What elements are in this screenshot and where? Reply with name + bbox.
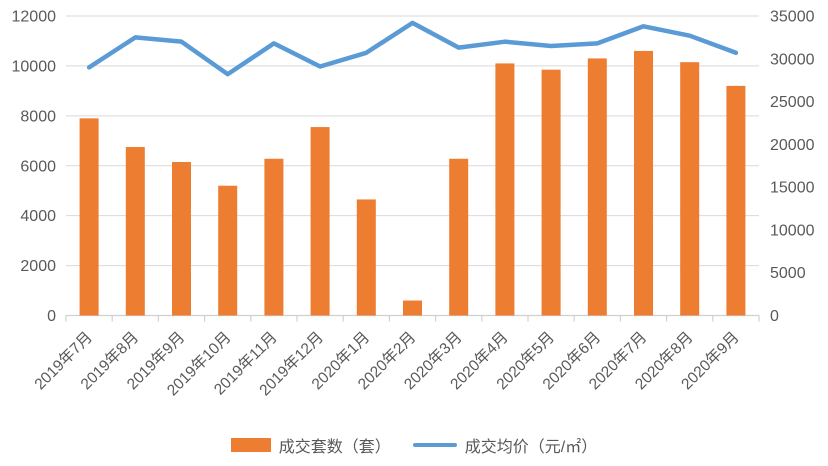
- avg-price-line: [86, 20, 739, 77]
- bar-2020年5月: [541, 69, 561, 316]
- line-series-label: 成交均价（元/㎡）: [464, 439, 598, 456]
- y-axis-tick-label-right: 0: [770, 308, 779, 325]
- bar-2019年7月: [79, 118, 99, 316]
- bar-2020年8月: [680, 62, 700, 316]
- bar-2019年8月: [125, 147, 145, 316]
- bar-2019年9月: [172, 162, 191, 316]
- bar-series-label: 成交套数（套）: [278, 439, 391, 456]
- bar-2019年11月: [264, 158, 284, 316]
- bar-2020年1月: [356, 199, 376, 316]
- bar-2020年9月: [726, 85, 746, 316]
- bar-2019年12月: [310, 127, 330, 316]
- y-axis-tick-label-right: 15000: [770, 180, 815, 197]
- bar-2020年7月: [634, 50, 653, 316]
- bar-2020年4月: [495, 63, 515, 316]
- y-axis-tick-label-left: 4000: [20, 208, 56, 225]
- y-axis-tick-label-right: 30000: [770, 51, 815, 68]
- y-axis-tick-label-right: 20000: [770, 137, 815, 154]
- bar-2020年2月: [403, 300, 422, 316]
- legend-item-line-series: 成交均价（元/㎡）: [412, 433, 598, 457]
- bar-2020年6月: [587, 58, 607, 316]
- y-axis-tick-label-left: 10000: [12, 58, 57, 75]
- y-axis-tick-label-right: 10000: [770, 222, 815, 239]
- y-axis-tick-label-left: 6000: [20, 158, 56, 175]
- y-axis-tick-label-left: 0: [47, 308, 56, 325]
- line-series-swatch-icon: [412, 442, 457, 448]
- y-axis-tick-label-left: 2000: [20, 258, 56, 275]
- y-axis-tick-label-left: 8000: [20, 108, 56, 125]
- bar-2019年10月: [218, 185, 238, 316]
- bar-2020年3月: [449, 158, 469, 316]
- legend-item-bar-series: 成交套数（套）: [230, 433, 391, 457]
- legend: 成交套数（套） 成交均价（元/㎡）: [0, 433, 828, 457]
- y-axis-tick-label-right: 25000: [770, 94, 815, 111]
- y-axis-tick-label-left: 12000: [12, 9, 57, 26]
- bar-series-swatch-icon: [230, 438, 271, 452]
- y-axis-tick-label-right: 35000: [770, 9, 815, 26]
- y-axis-tick-label-right: 5000: [770, 265, 806, 282]
